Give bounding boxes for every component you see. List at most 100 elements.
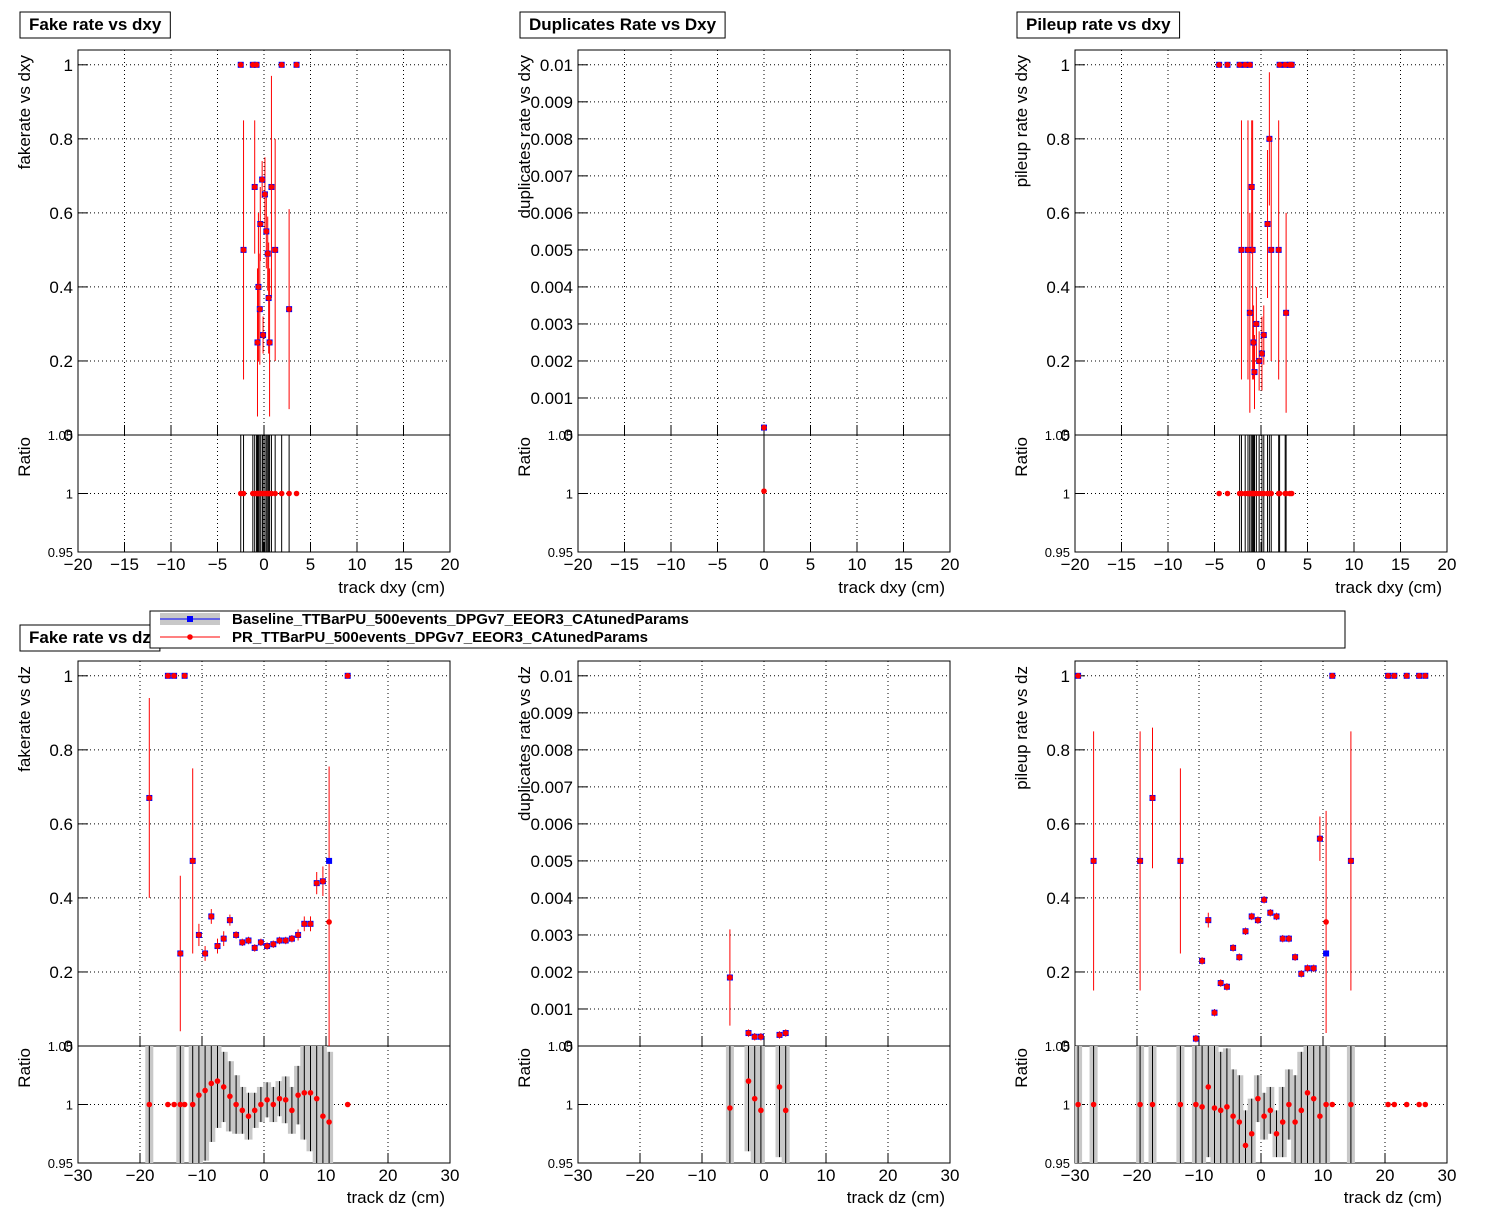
ratio-axis-label: Ratio [15,1048,34,1088]
ratio-point [239,1107,246,1114]
ratio-point [1230,1113,1236,1119]
pr-point [1256,358,1262,364]
y-tick-label: 0.01 [540,667,573,686]
pr-point [1242,928,1249,935]
ratio-point [278,490,285,497]
ratio-point [313,1095,320,1102]
pr-point [251,184,258,190]
pr-point [1199,958,1205,964]
pr-point [1385,673,1391,679]
ratio-point [1292,1119,1298,1125]
x-tick-label: 30 [941,1166,960,1185]
ratio-point [1304,1090,1311,1096]
pr-point [265,295,272,301]
x-tick-label: −10 [688,1166,717,1185]
ratio-area [145,1046,351,1163]
pr-point [1205,917,1212,923]
plot-area [1216,61,1295,413]
pr-point [245,937,252,944]
legend-swatch-marker [187,634,193,640]
pr-point [1292,954,1298,960]
pr-point [233,932,239,938]
ratio-point [1317,1113,1323,1119]
ratio-point [251,1107,258,1114]
y-tick-label: 0.007 [530,778,573,797]
x-tick-label: 0 [759,1166,768,1185]
ratio-point [1251,490,1258,497]
pr-point [278,62,285,68]
pr-point [1317,835,1323,842]
x-tick-label: −30 [64,1166,93,1185]
pr-point [1250,339,1257,346]
pr-point [1282,62,1288,68]
y-tick-label: 0.01 [540,56,573,75]
plot-area [237,61,300,417]
ratio-point [1298,1107,1305,1114]
x-tick-label: −5 [708,555,727,574]
ratio-point [1385,1101,1391,1108]
x-axis-label: track dxy (cm) [1335,578,1442,597]
ratio-point [264,1097,270,1103]
ratio-area [761,435,767,552]
x-axis-label: track dxy (cm) [838,578,945,597]
y-tick-label: 0.001 [530,389,573,408]
pr-point [1261,896,1267,903]
pr-point [254,339,261,346]
ratio-point [1205,1084,1212,1090]
ratio-point [1217,1107,1224,1114]
ratio-point [282,1097,289,1103]
ratio-y-tick-label: 1 [66,1098,73,1113]
ratio-point [240,490,247,497]
ratio-area [237,435,300,552]
y-tick-label: 0.8 [49,130,73,149]
ratio-point [289,1107,295,1114]
panel: −30 −20 −10 0 10 20 30 0 0.2 0.4 0.6 0.8 1 0.95 1 1.05 t… [1012,660,1456,1207]
ratio-point [293,490,300,497]
y-tick-label: 0.6 [1046,815,1070,834]
ratio-point [1193,1101,1199,1108]
ratio-y-tick-label: 1 [1063,1098,1070,1113]
x-tick-label: 5 [806,555,815,574]
x-tick-label: −30 [1061,1166,1090,1185]
pr-point [293,62,300,68]
ratio-point [270,1101,277,1108]
y-tick-label: 0.002 [530,963,573,982]
y-tick-label: 1 [64,56,73,75]
panel: −20 −15 −10 −5 0 5 10 15 20 0 0.2 0.4 0.6 0.8 1 0.95 1 1.… [15,49,459,597]
ratio-point [1391,1101,1398,1108]
pr-point [227,917,233,923]
x-tick-label: −20 [626,1166,655,1185]
ratio-y-tick-label: 1.05 [48,1039,73,1054]
chart-title: Pileup rate vs dxy [1026,15,1171,34]
pr-point [1238,247,1245,253]
ratio-point [1275,490,1282,497]
ratio-point [745,1078,752,1084]
y-tick-label: 0.8 [1046,130,1070,149]
y-tick-label: 0.009 [530,704,573,723]
pr-point [758,1033,764,1040]
ratio-point [1255,1095,1261,1102]
pr-point [181,673,188,679]
pr-point [1242,62,1248,68]
ratio-y-tick-label: 0.95 [548,1156,573,1171]
y-tick-label: 0.2 [49,963,73,982]
ratio-area [725,1046,790,1163]
x-tick-label: −15 [610,555,639,574]
y-tick-label: 0.8 [1046,741,1070,760]
title-box [19,624,161,652]
pr-point [171,673,177,679]
pr-point [251,945,258,951]
pr-point [177,950,184,957]
pr-point [1268,247,1275,253]
ratio-point [227,1093,233,1100]
y-tick-label: 1 [1061,667,1070,686]
pr-point [727,974,733,981]
x-tick-label: 15 [394,555,413,574]
ratio-point [165,1101,171,1108]
pr-point [761,424,767,431]
y-tick-label: 0.006 [530,204,573,223]
y-tick-label: 0 [564,1037,573,1056]
pr-point [1137,858,1143,864]
ratio-point [1273,1130,1280,1137]
pr-point [262,191,268,198]
